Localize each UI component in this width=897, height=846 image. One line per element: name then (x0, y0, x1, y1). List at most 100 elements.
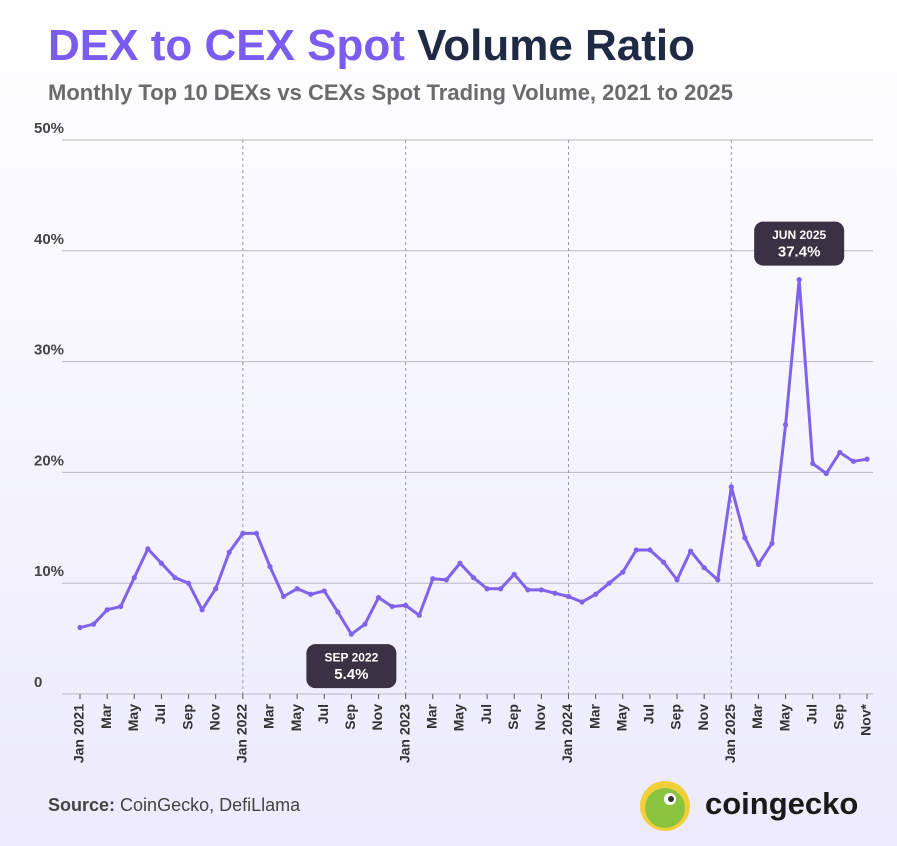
data-point (484, 586, 490, 592)
data-point (213, 586, 219, 592)
x-tick-label: Jan 2022 (234, 704, 250, 763)
callout: JUN 2025 37.4% (754, 221, 845, 266)
x-tick-label: Nov (206, 704, 222, 731)
data-point (145, 546, 151, 552)
data-point (362, 621, 368, 627)
data-point (77, 624, 83, 631)
callout-box (754, 221, 845, 266)
x-tick-label: Jan 2024 (559, 704, 575, 763)
brand: coingecko (705, 786, 858, 821)
y-tick-label: 20% (34, 452, 64, 469)
data-point (321, 588, 327, 594)
data-point (837, 449, 843, 456)
y-tick-label: 50% (34, 120, 64, 137)
x-tick-label: Nov (695, 704, 711, 731)
data-point (90, 621, 97, 627)
source-label: Source: (48, 795, 115, 815)
data-point (131, 575, 137, 581)
data-point (335, 609, 341, 615)
x-tick-label: Sep (179, 704, 195, 730)
data-point (701, 565, 707, 571)
data-point (416, 612, 422, 618)
x-tick-label: Sep (342, 704, 358, 730)
data-point (850, 458, 857, 464)
data-point (158, 560, 165, 566)
source-text: CoinGecko, DefiLlama (120, 795, 301, 815)
data-point (660, 559, 667, 565)
data-point (674, 577, 680, 583)
data-point (633, 547, 639, 553)
data-point (525, 587, 531, 593)
data-point (403, 602, 409, 608)
data-point (104, 607, 110, 613)
data-point (606, 580, 612, 586)
data-point (647, 547, 653, 553)
x-tick-label: Nov* (858, 703, 874, 735)
callout: SEP 2022 5.4% (306, 644, 397, 689)
x-tick-label: Sep (505, 704, 521, 730)
data-point (280, 593, 287, 600)
x-tick-label: May (613, 704, 629, 731)
chart-title: DEX to CEX Spot Volume Ratio (48, 21, 695, 70)
x-tick-label: Jul (641, 704, 657, 724)
x-tick-label: May (125, 704, 141, 731)
y-tick-label: 30% (34, 342, 64, 359)
data-point (565, 593, 572, 600)
data-point (375, 595, 382, 601)
x-tick-label: Nov (532, 704, 548, 731)
data-point (199, 607, 205, 613)
title: Volume Ratio (417, 21, 695, 70)
data-point (823, 470, 829, 477)
x-tick-label: Jul (152, 704, 168, 724)
x-tick-label: Jul (315, 704, 331, 724)
callout-box (306, 644, 397, 689)
data-point (782, 422, 789, 428)
callout-title: SEP 2022 (324, 650, 378, 664)
data-point (267, 563, 273, 570)
data-point (810, 460, 816, 467)
data-point (226, 549, 232, 555)
data-point (620, 569, 626, 575)
logo-gecko (645, 788, 685, 828)
y-tick-label: 40% (34, 231, 64, 248)
x-tick-label: Mar (749, 703, 765, 728)
data-point (348, 631, 354, 637)
data-point (864, 456, 870, 462)
data-point (796, 277, 802, 283)
data-point (742, 535, 748, 541)
data-point (715, 577, 721, 583)
data-point (511, 571, 517, 577)
data-point (470, 575, 477, 581)
x-tick-label: Mar (261, 703, 277, 728)
x-tick-label: May (288, 704, 304, 731)
x-tick-label: May (776, 704, 792, 731)
data-point (308, 591, 314, 597)
data-point (579, 599, 585, 605)
data-point (443, 577, 449, 583)
data-point (538, 587, 544, 593)
data-point (172, 575, 178, 581)
data-point (688, 548, 694, 554)
x-tick-label: Mar (98, 703, 114, 728)
callout-title: JUN 2025 (772, 228, 826, 242)
x-tick-label: Jan 2021 (71, 704, 87, 763)
data-point (185, 580, 192, 586)
data-point (552, 590, 558, 596)
x-tick-label: Jul (803, 704, 819, 724)
data-point (593, 591, 599, 597)
x-tick-label: Mar (586, 703, 602, 728)
x-tick-label: May (451, 704, 467, 731)
value-label: 37.4% (778, 244, 821, 261)
data-point (240, 530, 246, 536)
data-point (769, 540, 775, 546)
x-tick-label: Sep (831, 704, 847, 730)
y-tick-label: 10% (34, 563, 64, 580)
data-point (389, 603, 395, 610)
data-point (253, 530, 259, 536)
x-tick-label: Mar (423, 703, 439, 728)
x-tick-label: Jan 2023 (396, 704, 412, 763)
source: Source: CoinGecko, DefiLlama (48, 795, 301, 815)
title-highlight: DEX to CEX Spot (48, 21, 405, 70)
